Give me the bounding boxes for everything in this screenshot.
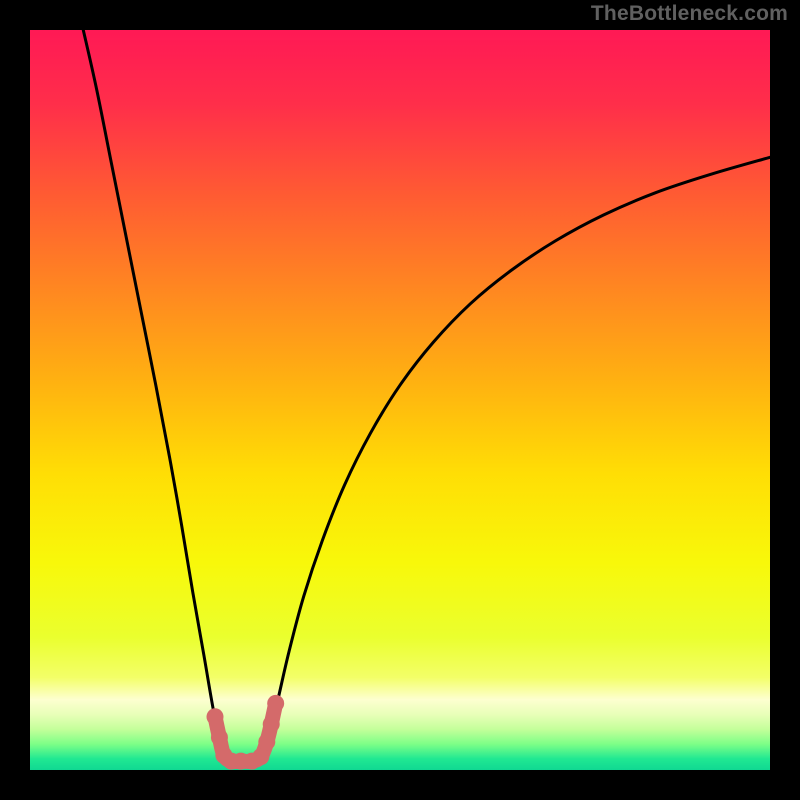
optimal-range-marker — [207, 708, 224, 725]
chart-background — [30, 30, 770, 770]
chart-plot-area — [30, 30, 770, 770]
optimal-range-marker — [211, 729, 228, 746]
optimal-range-marker — [263, 716, 280, 733]
optimal-range-marker — [258, 733, 275, 750]
optimal-range-marker — [252, 748, 269, 765]
watermark-text: TheBottleneck.com — [591, 2, 788, 26]
optimal-range-marker — [267, 695, 284, 712]
